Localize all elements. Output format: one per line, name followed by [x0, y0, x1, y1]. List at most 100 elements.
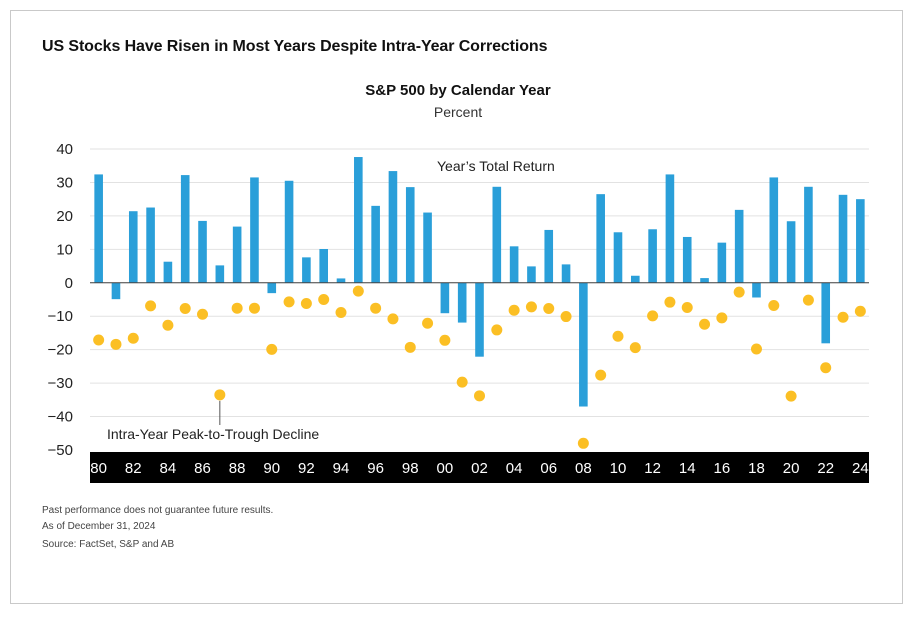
x-tick-label: 08: [575, 460, 592, 477]
bar: [631, 275, 640, 283]
decline-point: [474, 390, 485, 402]
decline-point: [162, 319, 174, 331]
bar: [94, 174, 103, 283]
bar: [769, 177, 779, 283]
bar: [302, 257, 311, 283]
x-tick-label: 86: [194, 460, 211, 477]
decline-point: [543, 303, 555, 315]
y-tick-label: −50: [48, 442, 73, 459]
footnote-disclaimer: Past performance does not guarantee futu…: [42, 505, 274, 516]
decline-point: [318, 294, 330, 305]
annotation-total-return: Year’s Total Return: [437, 158, 555, 174]
decline-point: [508, 304, 520, 316]
decline-point: [802, 294, 814, 306]
bar: [111, 282, 121, 300]
bar: [319, 248, 328, 283]
bar: [856, 199, 865, 283]
x-tick-label: 90: [263, 460, 280, 477]
decline-point: [577, 437, 589, 449]
x-tick-label: 20: [783, 460, 800, 477]
decline-point: [681, 302, 693, 314]
bar: [163, 261, 173, 283]
decline-point: [456, 376, 468, 388]
bar: [717, 242, 727, 283]
footnote-source: Source: FactSet, S&P and AB: [42, 539, 175, 550]
decline-point: [145, 300, 157, 312]
x-axis-band: [90, 452, 869, 483]
decline-point: [664, 296, 676, 308]
bar: [648, 229, 657, 283]
decline-point: [93, 334, 105, 346]
chart-subtitle: Percent: [433, 104, 483, 120]
bar: [682, 236, 692, 283]
y-tick-label: 20: [56, 208, 73, 225]
decline-point: [733, 286, 745, 298]
bar: [838, 194, 848, 283]
x-tick-label: 82: [125, 460, 142, 477]
bar: [267, 282, 277, 294]
bar: [613, 232, 623, 283]
y-tick-label: −20: [48, 342, 73, 359]
decline-point: [820, 362, 832, 374]
decline-point: [785, 390, 797, 402]
decline-point: [404, 341, 416, 353]
decline-point: [352, 285, 364, 297]
x-tick-label: 04: [506, 460, 523, 477]
bar: [198, 220, 207, 283]
decline-point: [716, 312, 728, 324]
decline-point: [197, 308, 209, 320]
y-tick-label: −10: [48, 308, 73, 325]
decline-point: [439, 334, 451, 346]
decline-point: [629, 342, 641, 354]
decline-point: [491, 324, 503, 336]
y-tick-label: −30: [48, 375, 73, 392]
footnote-date: As of December 31, 2024: [42, 521, 156, 532]
x-tick-label: 18: [748, 460, 765, 477]
x-tick-label: 94: [333, 460, 350, 477]
decline-point: [854, 305, 866, 317]
y-tick-label: 40: [56, 141, 73, 158]
bar: [544, 229, 554, 283]
decline-point: [647, 310, 659, 322]
bar: [423, 212, 432, 283]
bar: [405, 187, 415, 283]
bar: [527, 266, 536, 283]
x-tick-label: 14: [679, 460, 696, 477]
bar: [250, 177, 259, 283]
chart-frame: [10, 10, 903, 604]
decline-point: [422, 317, 434, 329]
x-tick-label: 84: [160, 460, 177, 477]
x-tick-label: 92: [298, 460, 315, 477]
decline-point: [231, 302, 243, 314]
bar: [579, 282, 588, 407]
y-tick-label: 30: [56, 174, 73, 191]
x-tick-label: 22: [817, 460, 834, 477]
bar: [146, 207, 155, 283]
bar: [440, 282, 450, 314]
bar: [752, 282, 761, 298]
decline-point: [248, 302, 260, 314]
bar: [804, 186, 813, 283]
x-tick-label: 02: [471, 460, 488, 477]
decline-point: [127, 332, 139, 344]
y-tick-label: 10: [56, 241, 73, 258]
bar: [509, 246, 519, 283]
decline-point: [595, 369, 607, 381]
x-tick-label: 06: [540, 460, 557, 477]
bar: [371, 205, 380, 283]
decline-point: [214, 389, 226, 401]
x-tick-label: 96: [367, 460, 384, 477]
decline-point: [300, 298, 312, 310]
bar: [561, 264, 571, 283]
x-tick-label: 24: [852, 460, 869, 477]
decline-point: [750, 343, 762, 355]
decline-point: [370, 302, 382, 314]
bar: [492, 186, 502, 283]
bar: [388, 171, 398, 283]
x-tick-label: 80: [90, 460, 107, 477]
decline-point: [837, 311, 849, 323]
bar: [457, 282, 467, 323]
bar: [215, 265, 225, 283]
bar: [821, 282, 831, 344]
bar: [128, 211, 138, 283]
